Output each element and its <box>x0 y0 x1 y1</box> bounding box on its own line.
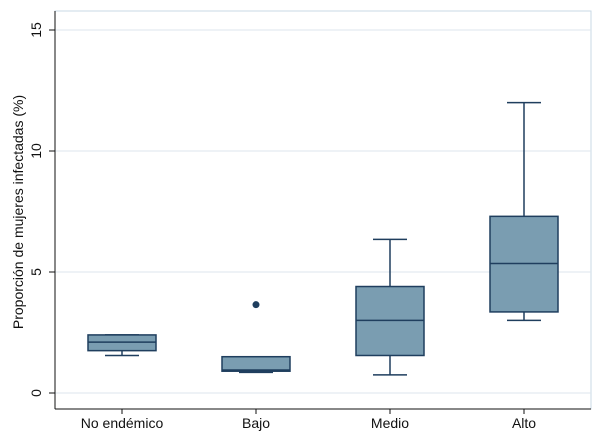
axes <box>54 11 591 410</box>
x-ticks: No endémico Bajo Medio Alto <box>81 409 536 431</box>
box-iqr <box>221 355 291 372</box>
box-2 <box>221 301 291 374</box>
x-tick-label: Medio <box>371 415 409 431</box>
y-tick-label: 15 <box>28 22 44 38</box>
box-3 <box>355 238 425 376</box>
x-tick-label: No endémico <box>81 415 164 431</box>
y-tick-label: 10 <box>28 143 44 159</box>
y-tick-label: 0 <box>28 389 44 397</box>
box-1 <box>87 334 157 357</box>
x-tick-label: Bajo <box>242 415 270 431</box>
box-4 <box>489 101 559 322</box>
y-ticks: 0 5 10 15 <box>28 22 55 397</box>
box-series <box>87 101 559 376</box>
outlier-point <box>252 301 260 309</box>
y-axis-title: Proporción de mujeres infectadas (%) <box>10 95 26 329</box>
x-tick-label: Alto <box>512 415 536 431</box>
y-tick-label: 5 <box>28 268 44 276</box>
